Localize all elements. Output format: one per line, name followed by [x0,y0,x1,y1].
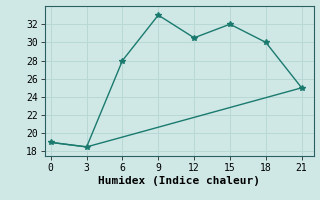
X-axis label: Humidex (Indice chaleur): Humidex (Indice chaleur) [98,176,260,186]
